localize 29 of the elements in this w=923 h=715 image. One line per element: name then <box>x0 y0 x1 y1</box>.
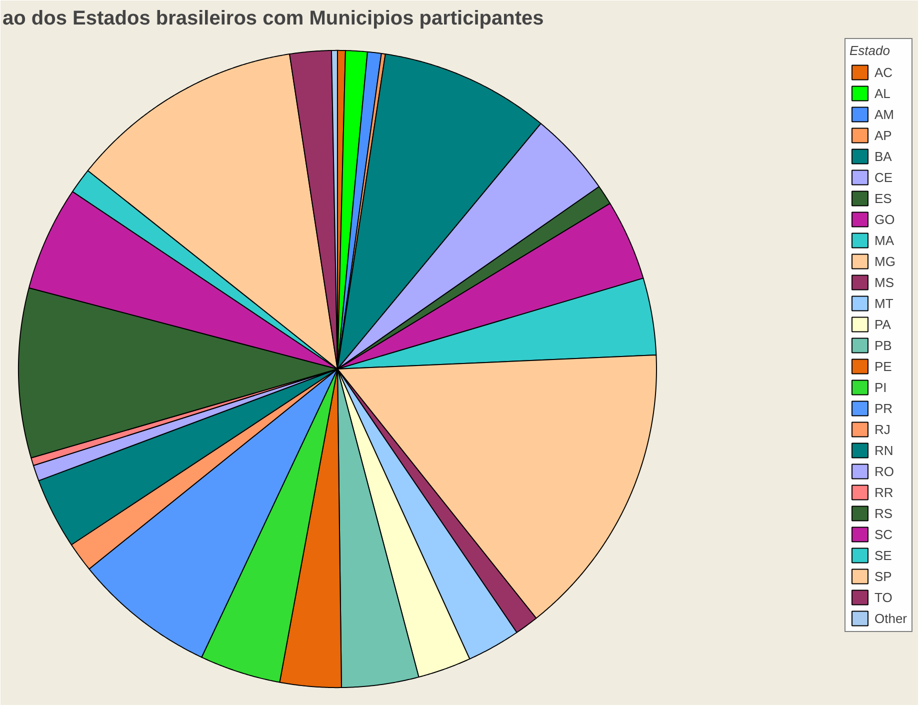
legend-label: SP <box>874 568 893 585</box>
legend-label: Other <box>874 610 907 627</box>
legend-label: RN <box>874 442 894 459</box>
legend-label: GO <box>874 210 895 228</box>
legend-label: AL <box>874 84 892 102</box>
legend-label: ES <box>874 190 893 207</box>
legend-label: CE <box>874 168 894 186</box>
legend-label: MA <box>874 232 894 249</box>
legend-label: MS <box>874 274 894 291</box>
legend-label: RJ <box>874 420 892 438</box>
legend-title: Estado <box>849 43 891 58</box>
legend-label: TO <box>874 588 894 606</box>
legend-label: PR <box>874 400 894 417</box>
legend-label: SE <box>874 546 893 564</box>
legend-label: RS <box>874 504 894 522</box>
legend-label: AP <box>874 126 893 144</box>
legend-label: PB <box>874 336 893 354</box>
legend-label: RR <box>874 484 894 501</box>
legend-label: MT <box>874 294 894 312</box>
legend-label: PE <box>874 358 893 375</box>
legend-label: BA <box>874 148 893 165</box>
legend-label: MG <box>874 252 896 270</box>
legend-label: SC <box>874 526 894 543</box>
legend-label: AC <box>874 64 894 81</box>
legend-label: PI <box>874 378 888 396</box>
legend-label: PA <box>874 316 892 333</box>
legend-label: RO <box>874 462 894 480</box>
legend-label: AM <box>874 106 894 123</box>
chart-title: ao dos Estados brasileiros com Municipios participantes <box>2 8 544 30</box>
